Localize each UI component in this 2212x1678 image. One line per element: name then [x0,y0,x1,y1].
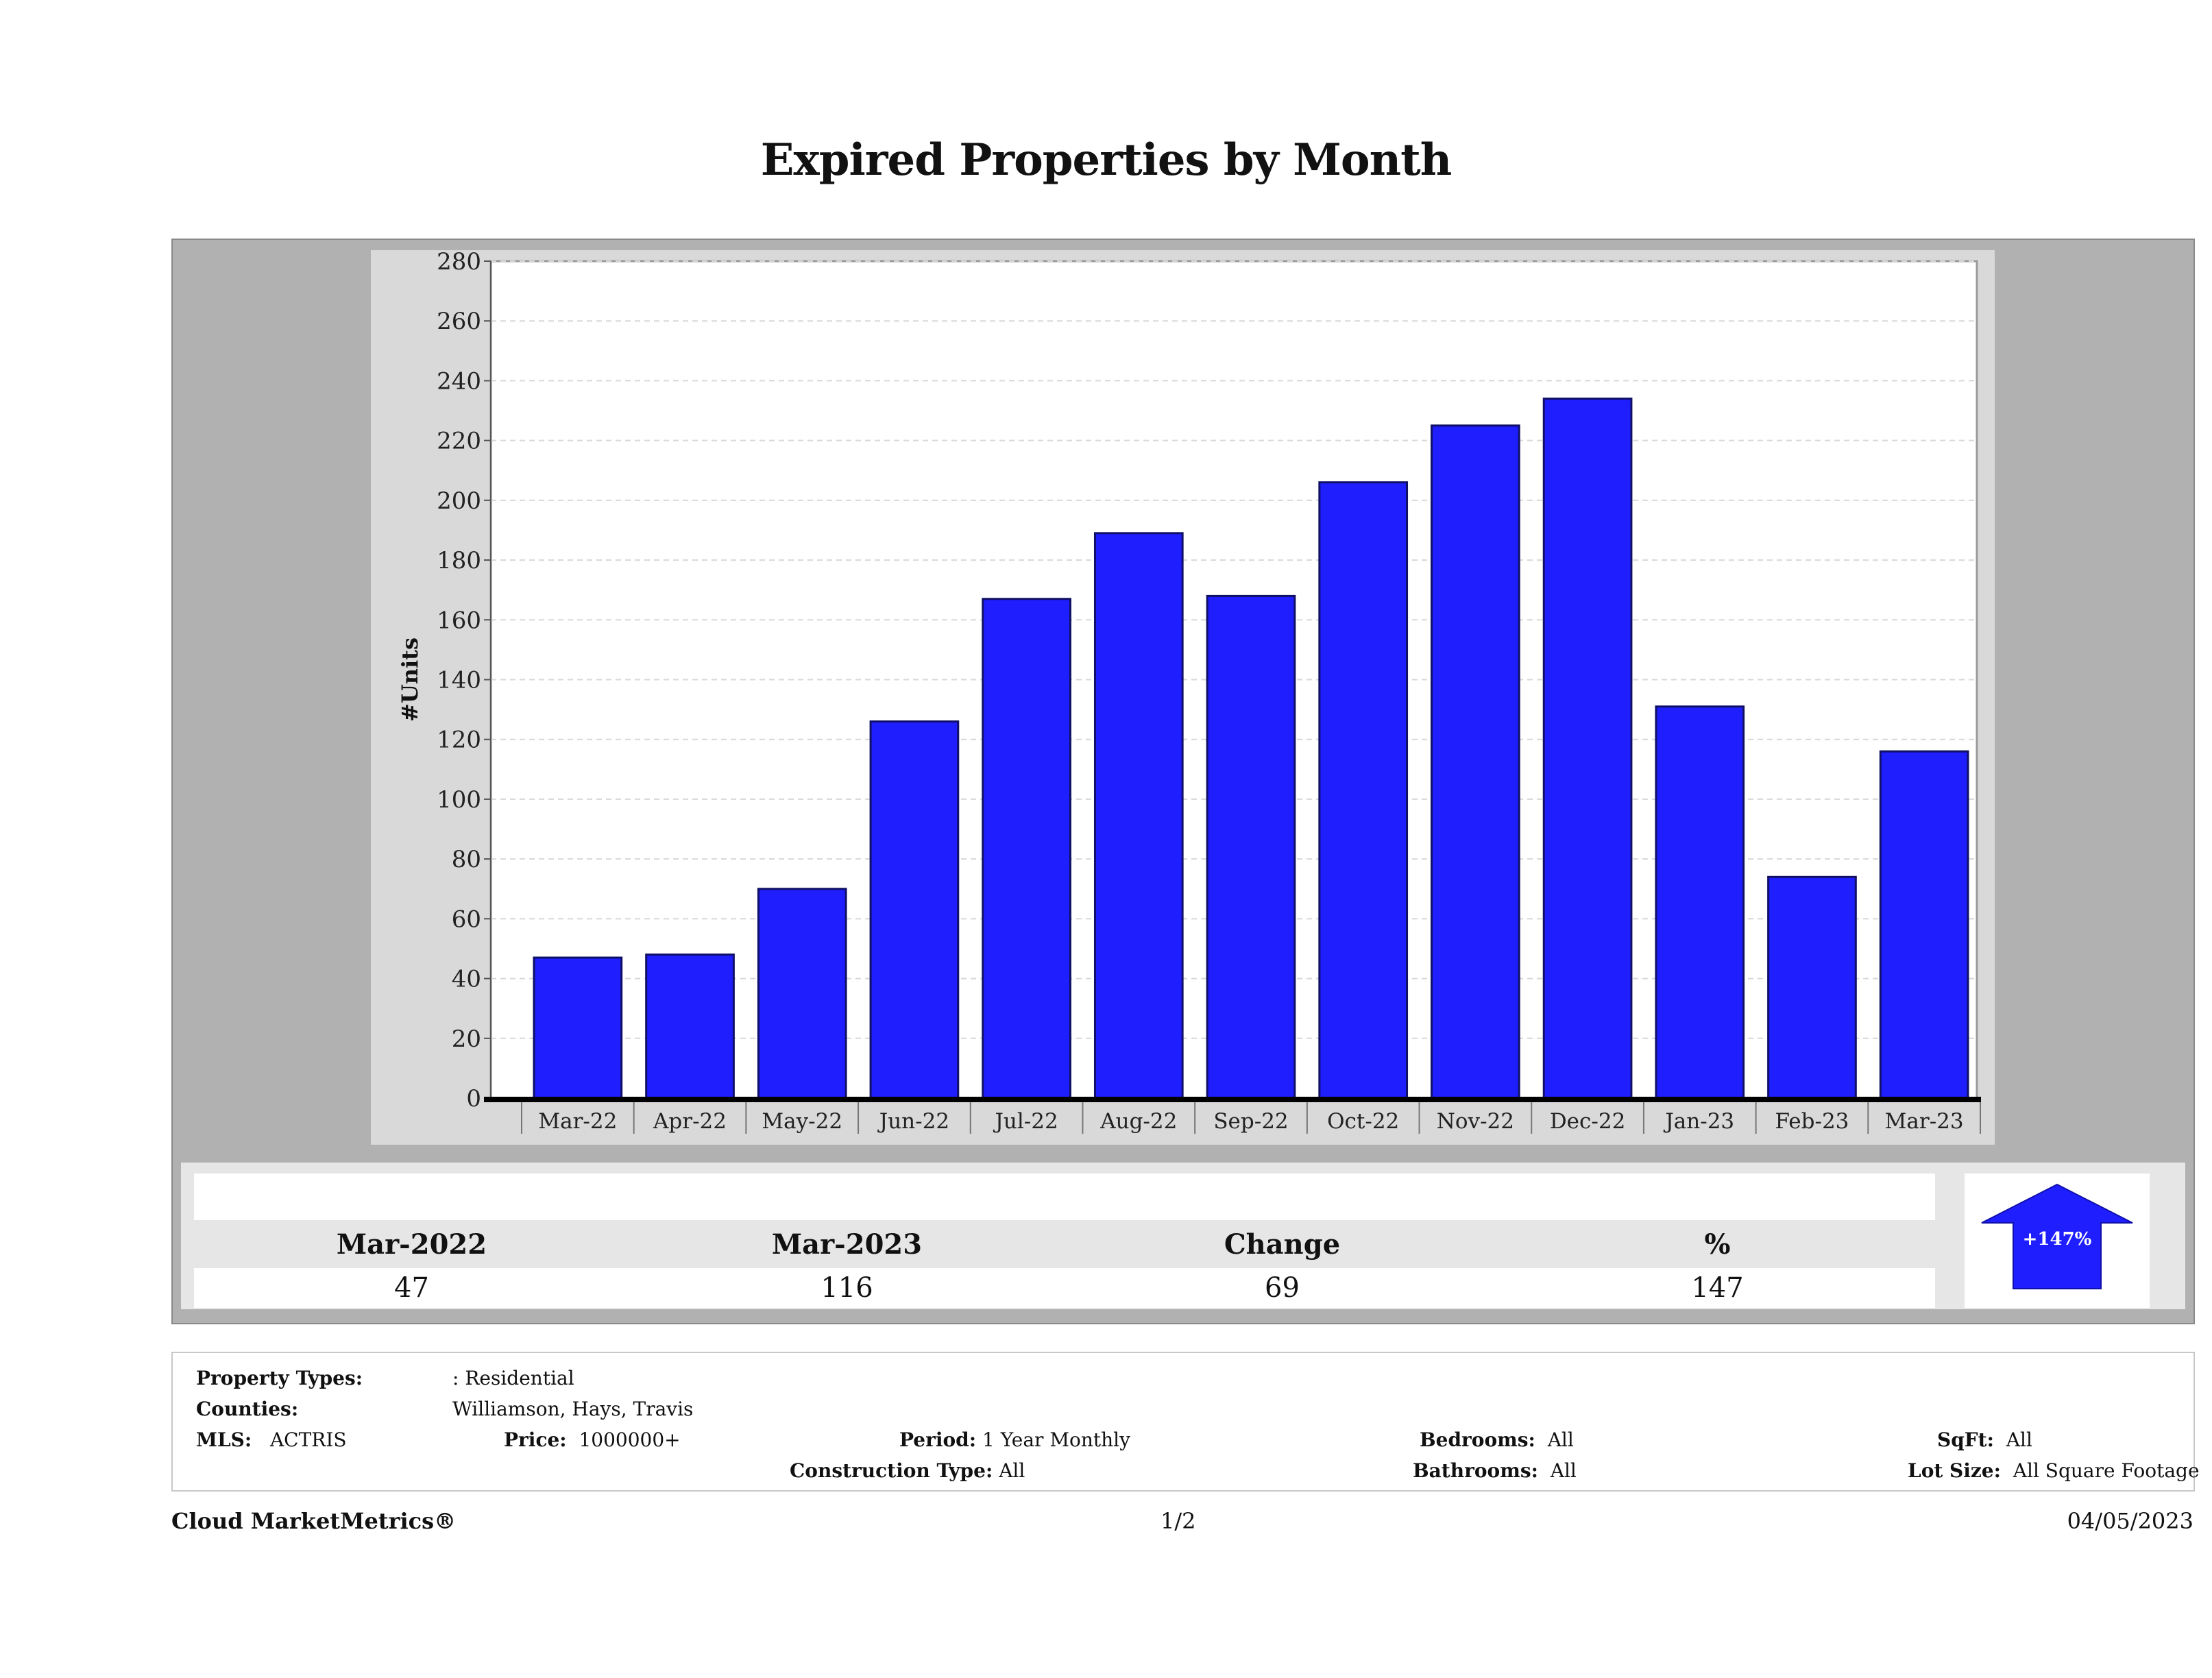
filters-panel [171,1352,2195,1492]
y-axis-label: #Units [397,637,423,722]
bar [1431,424,1520,1099]
stat-header-change: Change [1224,1228,1341,1261]
brand-name: Cloud MarketMetrics® [171,1508,457,1534]
bar [1318,481,1409,1099]
y-tick-label: 200 [437,487,481,515]
bar [1767,875,1857,1099]
y-tick-label: 20 [452,1025,481,1053]
stats-spacer [194,1174,1935,1220]
bar [1655,705,1745,1099]
stats-value-row: 47 116 69 147 [194,1268,1935,1308]
x-tick-label: Mar-23 [1885,1109,1964,1134]
counties-value: Williamson, Hays, Travis [452,1398,694,1420]
y-tick-label: 180 [437,547,481,574]
report-date: 04/05/2023 [2067,1508,2193,1534]
y-tick-label: 240 [437,367,481,395]
bar [533,956,623,1099]
property-types-label: Property Types: [196,1367,363,1389]
y-tick-label: 280 [437,250,481,276]
page-number: 1/2 [1160,1508,1196,1534]
y-tick-label: 40 [452,966,481,993]
stat-header-percent: % [1704,1228,1731,1261]
property-types-value: : Residential [452,1367,574,1389]
counties-label: Counties: [196,1398,299,1420]
bedrooms-field: Bedrooms: All [1420,1428,1574,1451]
x-tick-label: Aug-22 [1099,1109,1177,1134]
bar [645,953,735,1099]
change-badge [1965,1174,2150,1308]
stat-value-start: 47 [394,1272,429,1304]
x-tick-label: Apr-22 [653,1109,727,1134]
stat-header-start: Mar-2022 [336,1228,487,1261]
sqft-field: SqFt: All [1937,1428,2032,1451]
x-tick-label: Dec-22 [1550,1109,1625,1134]
x-tick-label: Feb-23 [1775,1109,1849,1134]
up-arrow-icon [1981,1183,2133,1289]
x-tick-label: Jul-22 [993,1109,1058,1134]
stat-header-end: Mar-2023 [771,1228,923,1261]
lot-size-field: Lot Size: All Square Footage [1908,1459,2200,1482]
x-tick-label: Sep-22 [1213,1109,1288,1134]
x-tick-label: Mar-22 [538,1109,617,1134]
x-tick-label: Jan-23 [1663,1109,1734,1134]
price-field: Price: 1000000+ [504,1428,681,1451]
y-tick-label: 160 [437,607,481,634]
y-tick-label: 100 [437,786,481,814]
stat-value-change: 69 [1265,1272,1300,1304]
bar [982,598,1071,1099]
x-tick-label: Jun-22 [877,1109,949,1134]
bar [757,888,847,1099]
bar [1206,594,1296,1099]
y-tick-label: 220 [437,428,481,455]
page-title: Expired Properties by Month [760,134,1452,186]
period-field: Period: 1 Year Monthly [899,1428,1130,1451]
bar [1879,750,1969,1099]
mls-field: MLS: ACTRIS [196,1428,347,1451]
bar [869,720,960,1099]
x-tick-label: Oct-22 [1327,1109,1399,1134]
x-tick-label: Nov-22 [1437,1109,1514,1134]
x-tick-label: May-22 [762,1109,842,1134]
y-tick-label: 260 [437,308,481,335]
bar [1542,398,1633,1099]
bar-chart: 0 20 40 60 80 100 120 140 160 180 200 220 240 260 280 #… [397,250,1981,1134]
bar [1093,532,1184,1099]
stat-value-percent: 147 [1691,1272,1744,1304]
y-tick-label: 60 [452,905,481,933]
change-badge-label: +147% [2022,1229,2092,1250]
y-tick-label: 0 [466,1085,481,1112]
construction-type-field: Construction Type: All [790,1459,1025,1482]
stats-header-row: Mar-2022 Mar-2023 Change % [194,1221,1935,1267]
bathrooms-field: Bathrooms: All [1413,1459,1577,1482]
stat-value-end: 116 [821,1272,873,1304]
y-tick-label: 80 [452,846,481,873]
y-tick-label: 140 [437,667,481,694]
y-tick-label: 120 [437,727,481,754]
